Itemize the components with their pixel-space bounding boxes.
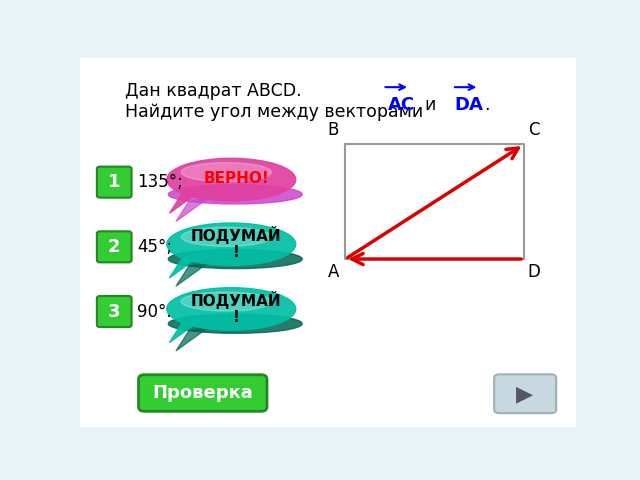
Text: ▶: ▶ bbox=[516, 384, 534, 404]
Ellipse shape bbox=[167, 223, 296, 265]
Ellipse shape bbox=[181, 163, 271, 182]
Text: DA: DA bbox=[454, 96, 483, 114]
Polygon shape bbox=[176, 197, 209, 222]
Text: Проверка: Проверка bbox=[152, 384, 253, 402]
Text: 90°.: 90°. bbox=[137, 302, 172, 321]
Text: 45°;: 45°; bbox=[137, 238, 172, 256]
Polygon shape bbox=[170, 189, 203, 213]
Text: Найдите угол между векторами: Найдите угол между векторами bbox=[125, 103, 423, 120]
Ellipse shape bbox=[167, 158, 296, 201]
Text: ПОДУМАЙ
!: ПОДУМАЙ ! bbox=[191, 291, 282, 325]
Text: 3: 3 bbox=[108, 302, 120, 321]
Text: A: A bbox=[328, 263, 339, 281]
Text: 2: 2 bbox=[108, 238, 120, 256]
Text: 135°;: 135°; bbox=[137, 173, 183, 191]
Polygon shape bbox=[176, 262, 209, 286]
Text: и: и bbox=[425, 96, 436, 114]
Ellipse shape bbox=[167, 288, 296, 330]
Ellipse shape bbox=[168, 185, 302, 204]
FancyBboxPatch shape bbox=[69, 49, 587, 435]
FancyBboxPatch shape bbox=[97, 296, 132, 327]
FancyBboxPatch shape bbox=[97, 231, 132, 263]
Text: B: B bbox=[328, 121, 339, 139]
Ellipse shape bbox=[181, 228, 271, 246]
Polygon shape bbox=[170, 318, 203, 343]
Text: .: . bbox=[484, 96, 490, 114]
Text: ВЕРНО!: ВЕРНО! bbox=[204, 171, 269, 186]
Text: Дан квадрат ABCD.: Дан квадрат ABCD. bbox=[125, 82, 301, 100]
FancyBboxPatch shape bbox=[494, 374, 556, 413]
Ellipse shape bbox=[181, 292, 271, 311]
Text: AC: AC bbox=[388, 96, 415, 114]
Ellipse shape bbox=[168, 314, 302, 333]
FancyBboxPatch shape bbox=[138, 375, 267, 411]
FancyBboxPatch shape bbox=[97, 167, 132, 198]
Text: D: D bbox=[527, 263, 541, 281]
Text: ПОДУМАЙ
!: ПОДУМАЙ ! bbox=[191, 226, 282, 260]
Text: C: C bbox=[527, 121, 539, 139]
Ellipse shape bbox=[168, 250, 302, 269]
Polygon shape bbox=[170, 254, 203, 278]
Text: 1: 1 bbox=[108, 173, 120, 191]
Polygon shape bbox=[176, 327, 209, 351]
